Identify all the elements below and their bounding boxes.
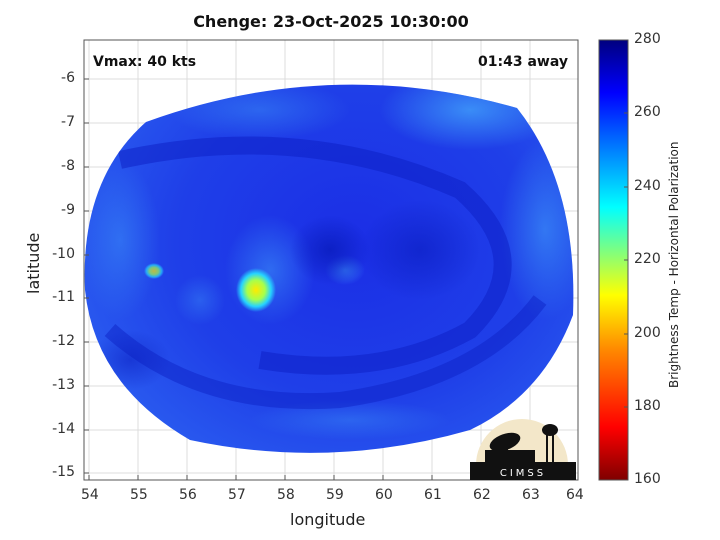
x-tick-label: 64 bbox=[566, 487, 584, 503]
x-tick-label: 62 bbox=[473, 487, 491, 503]
x-tick-label: 58 bbox=[277, 487, 295, 503]
y-tick-label: -12 bbox=[52, 333, 75, 349]
x-tick-label: 63 bbox=[522, 487, 540, 503]
colorbar-label: Brightness Temp - Horizontal Polarizatio… bbox=[667, 141, 681, 388]
figure-title: Chenge: 23-Oct-2025 10:30:00 bbox=[193, 12, 469, 31]
colorbar-tick-label: 280 bbox=[634, 31, 661, 47]
x-tick-label: 59 bbox=[326, 487, 344, 503]
y-tick-label: -13 bbox=[52, 377, 75, 393]
colorbar-tick-label: 160 bbox=[634, 471, 661, 487]
cimss-logo: CIMSS bbox=[470, 419, 576, 480]
y-tick-label: -14 bbox=[52, 421, 75, 437]
x-tick-label: 54 bbox=[81, 487, 99, 503]
y-tick-label: -15 bbox=[52, 464, 75, 480]
x-tick-label: 57 bbox=[228, 487, 246, 503]
brightness-temperature-swath bbox=[84, 84, 574, 453]
colorbar-tick-label: 200 bbox=[634, 325, 661, 341]
x-tick-label: 61 bbox=[424, 487, 442, 503]
y-tick-label: -10 bbox=[52, 246, 75, 262]
time-away-annotation: 01:43 away bbox=[478, 54, 568, 70]
colorbar bbox=[598, 39, 629, 481]
colorbar-tick-label: 260 bbox=[634, 104, 661, 120]
y-tick-label: -7 bbox=[61, 114, 75, 130]
colorbar-tick-label: 220 bbox=[634, 251, 661, 267]
logo-lettering: CIMSS bbox=[500, 468, 546, 479]
y-tick-marks bbox=[84, 78, 89, 474]
y-tick-label: -9 bbox=[61, 202, 75, 218]
vmax-annotation: Vmax: 40 kts bbox=[93, 54, 197, 70]
colorbar-tick-label: 180 bbox=[634, 398, 661, 414]
x-tick-label: 56 bbox=[179, 487, 197, 503]
x-axis-title: longitude bbox=[290, 510, 366, 529]
y-tick-label: -8 bbox=[61, 158, 75, 174]
colorbar-tick-label: 240 bbox=[634, 178, 661, 194]
x-tick-label: 55 bbox=[130, 487, 148, 503]
y-tick-label: -11 bbox=[52, 289, 75, 305]
x-tick-label: 60 bbox=[375, 487, 393, 503]
y-axis-title: latitude bbox=[24, 232, 43, 294]
y-tick-label: -6 bbox=[61, 70, 75, 86]
